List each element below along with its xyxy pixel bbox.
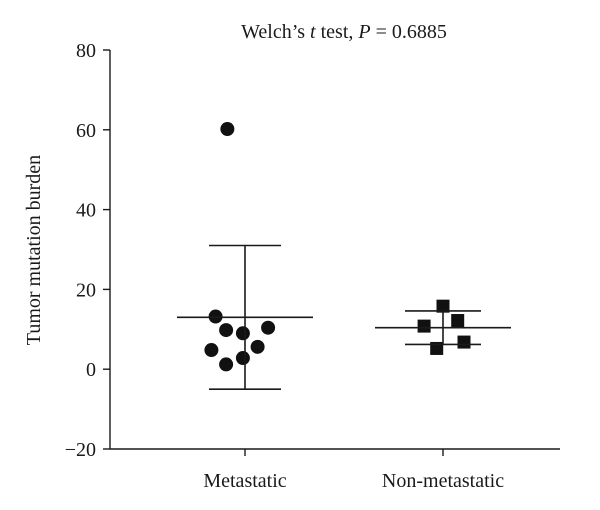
x-category-label: Non-metastatic — [382, 470, 504, 492]
data-marks — [177, 122, 511, 390]
data-point-metastatic — [261, 320, 276, 335]
data-point-metastatic — [219, 357, 234, 372]
y-tick-label: 80 — [76, 40, 96, 62]
axes: −20 0 20 40 60 80 Metastatic Non-metastatic — [65, 40, 560, 492]
y-tick-label: 20 — [76, 279, 96, 301]
data-point-metastatic — [220, 122, 235, 137]
data-point-non-metastatic — [457, 335, 471, 349]
y-tick-label: 60 — [76, 120, 96, 142]
data-point-metastatic — [250, 339, 265, 354]
data-point-non-metastatic — [417, 319, 431, 333]
data-point-metastatic — [204, 343, 219, 358]
data-point-non-metastatic — [436, 299, 450, 313]
chart-title: Welch’s t test, P = 0.6885 — [241, 21, 447, 43]
data-point-metastatic — [235, 351, 250, 366]
y-axis-label: Tumor mutation burden — [23, 155, 45, 345]
data-point-metastatic — [219, 323, 234, 338]
y-tick-label: 0 — [86, 359, 96, 381]
x-category-label: Metastatic — [203, 470, 286, 492]
data-point-metastatic — [235, 326, 250, 341]
data-point-non-metastatic — [451, 314, 465, 328]
y-tick-label: −20 — [65, 439, 96, 461]
y-tick-label: 40 — [76, 200, 96, 222]
